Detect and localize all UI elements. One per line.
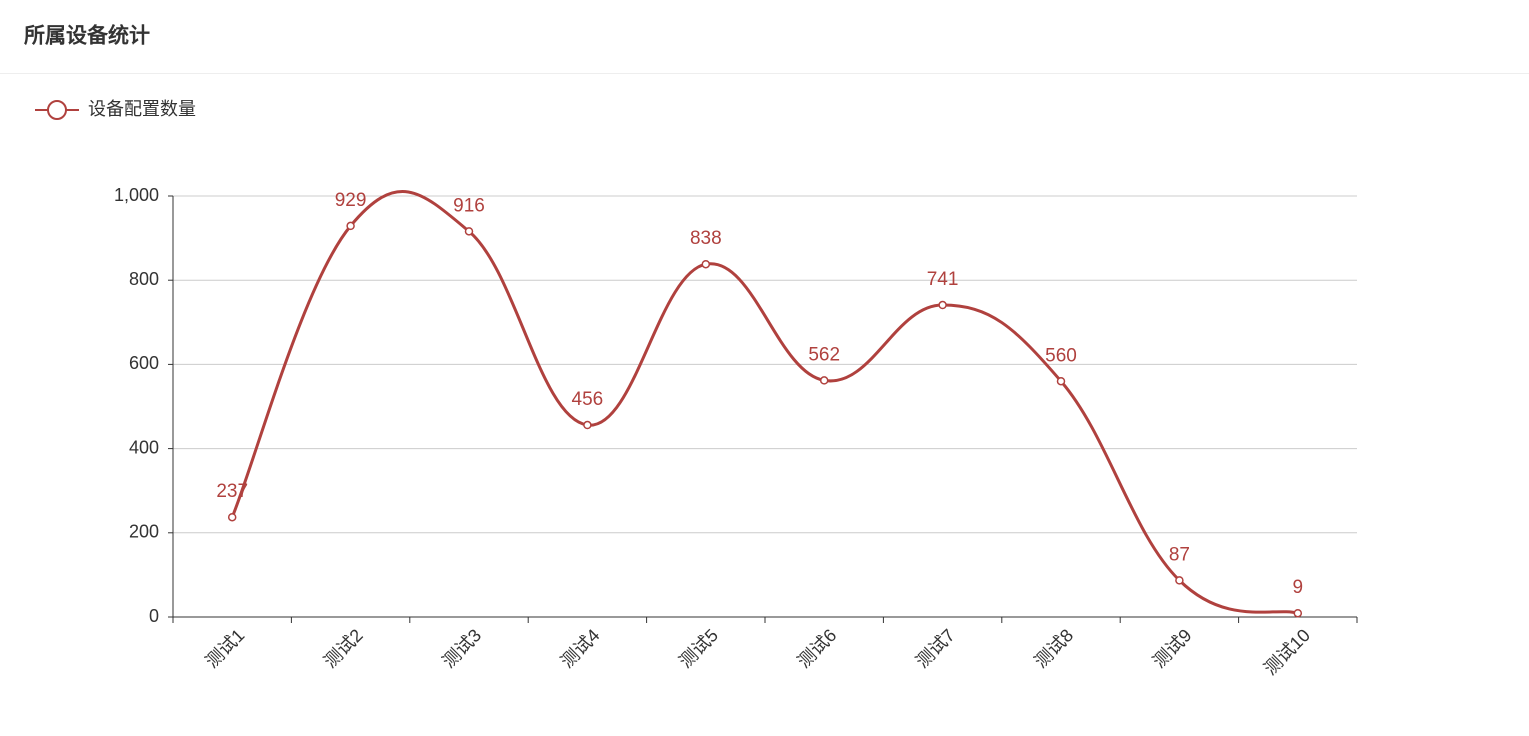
data-label: 838	[690, 228, 722, 249]
data-label: 916	[453, 195, 485, 216]
data-point	[227, 512, 237, 522]
data-label: 9	[1293, 577, 1304, 598]
y-tick-label: 1,000	[114, 185, 159, 205]
x-tick-label: 测试4	[557, 625, 604, 672]
data-label: 560	[1045, 345, 1077, 366]
data-point	[346, 221, 355, 231]
data-point	[938, 300, 947, 310]
chart-title: 所属设备统计	[24, 24, 150, 48]
x-tick-label: 测试9	[1149, 625, 1196, 672]
x-tick-label: 测试6	[794, 625, 841, 672]
data-label: 87	[1169, 544, 1190, 565]
data-label: 929	[335, 190, 367, 211]
data-point	[464, 227, 474, 236]
x-tick-label: 测试5	[675, 625, 722, 672]
y-tick-label: 600	[129, 353, 159, 373]
x-tick-label: 测试8	[1031, 625, 1078, 672]
x-tick-label: 测试7	[912, 625, 959, 672]
legend-marker	[47, 100, 67, 120]
data-point	[1293, 608, 1303, 618]
data-label: 237	[216, 481, 248, 502]
data-point	[583, 420, 592, 430]
y-tick-label: 400	[129, 437, 159, 457]
y-tick-label: 200	[129, 522, 159, 542]
y-tick-label: 800	[129, 269, 159, 289]
x-tick-label: 测试2	[320, 625, 367, 672]
data-label: 562	[808, 344, 840, 365]
data-label: 456	[572, 389, 604, 410]
data-point	[819, 376, 829, 385]
legend-label: 设备配置数量	[88, 99, 196, 119]
y-tick-label: 0	[149, 606, 159, 626]
x-tick-label: 测试3	[439, 625, 486, 672]
data-label: 741	[927, 269, 959, 290]
data-point	[1175, 576, 1184, 585]
data-point	[1056, 376, 1066, 386]
series-line	[230, 190, 1299, 615]
data-point	[701, 259, 711, 269]
x-tick-label: 测试10	[1260, 625, 1314, 679]
x-tick-label: 测试1	[202, 625, 249, 672]
